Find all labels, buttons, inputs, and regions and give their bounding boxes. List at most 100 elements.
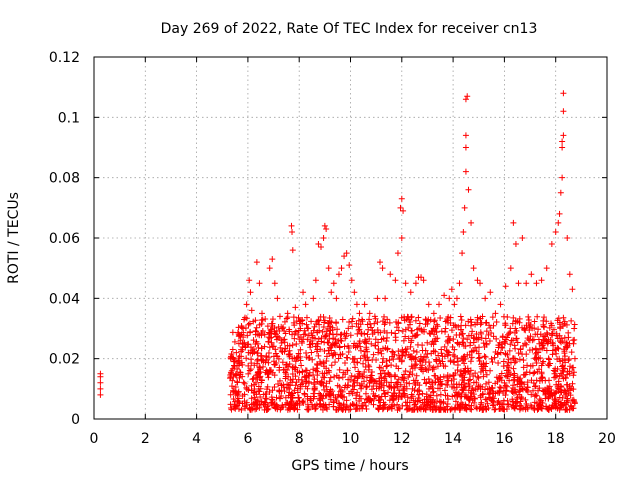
data-point xyxy=(512,241,519,248)
data-point xyxy=(489,397,496,404)
data-point xyxy=(486,337,493,344)
data-point xyxy=(399,346,406,353)
data-point xyxy=(562,388,569,395)
data-point xyxy=(425,301,432,308)
data-point xyxy=(282,369,289,376)
data-point xyxy=(299,369,306,376)
data-point xyxy=(419,342,426,349)
data-point xyxy=(319,370,326,377)
data-point xyxy=(402,326,409,333)
data-point xyxy=(291,387,298,394)
data-point xyxy=(254,349,261,356)
data-point xyxy=(374,319,381,326)
data-point xyxy=(356,397,363,404)
data-point xyxy=(297,346,304,353)
data-point xyxy=(384,406,391,413)
data-point xyxy=(395,348,402,355)
data-point xyxy=(552,373,559,380)
data-point xyxy=(433,328,440,335)
data-point xyxy=(452,322,459,329)
data-point xyxy=(436,406,443,413)
data-point xyxy=(424,339,431,346)
data-point xyxy=(266,344,273,351)
data-point xyxy=(356,382,363,389)
data-point xyxy=(285,405,292,412)
data-point xyxy=(316,358,323,365)
data-point xyxy=(566,340,573,347)
data-point xyxy=(494,399,501,406)
data-point xyxy=(456,391,463,398)
data-point xyxy=(517,345,524,352)
data-point xyxy=(540,332,547,339)
data-point xyxy=(364,354,371,361)
data-point xyxy=(507,359,514,366)
data-point xyxy=(264,371,271,378)
data-point xyxy=(570,405,577,412)
data-point xyxy=(387,271,394,278)
data-point xyxy=(446,373,453,380)
data-point xyxy=(549,340,556,347)
data-point xyxy=(238,348,245,355)
data-point xyxy=(255,344,262,351)
data-point xyxy=(310,366,317,373)
x-tick-label: 18 xyxy=(547,431,565,447)
data-point xyxy=(245,321,252,328)
data-point xyxy=(256,388,263,395)
data-point xyxy=(505,356,512,363)
data-point xyxy=(375,405,382,412)
data-point xyxy=(436,385,443,392)
data-point xyxy=(441,387,448,394)
data-point xyxy=(407,343,414,350)
data-point xyxy=(330,392,337,399)
data-point xyxy=(562,406,569,413)
data-point xyxy=(473,379,480,386)
data-point xyxy=(235,389,242,396)
data-point xyxy=(257,385,264,392)
data-point xyxy=(269,256,276,263)
data-point xyxy=(318,244,325,251)
data-point xyxy=(353,320,360,327)
data-point xyxy=(492,380,499,387)
data-point xyxy=(395,327,402,334)
data-point xyxy=(509,396,516,403)
data-point xyxy=(318,335,325,342)
data-point xyxy=(438,328,445,335)
data-point xyxy=(237,337,244,344)
data-point xyxy=(353,402,360,409)
data-point xyxy=(484,385,491,392)
data-point xyxy=(353,392,360,399)
data-point xyxy=(474,373,481,380)
data-point xyxy=(385,369,392,376)
data-point xyxy=(483,380,489,387)
data-point xyxy=(402,280,409,287)
data-point xyxy=(541,314,548,321)
data-point xyxy=(337,337,344,344)
data-point xyxy=(350,378,357,385)
data-point xyxy=(277,404,284,411)
data-point xyxy=(533,377,540,384)
data-point xyxy=(483,371,490,378)
data-point xyxy=(425,359,432,366)
data-point xyxy=(276,364,283,371)
data-point xyxy=(312,277,319,284)
data-point xyxy=(465,186,472,193)
data-point xyxy=(356,338,363,345)
data-point xyxy=(380,387,387,394)
data-point xyxy=(524,388,531,395)
data-point xyxy=(516,388,523,395)
data-point xyxy=(238,406,245,413)
data-point xyxy=(470,265,477,272)
data-point xyxy=(370,401,377,408)
data-point xyxy=(386,319,393,326)
data-point xyxy=(506,377,513,384)
data-point xyxy=(323,358,330,365)
data-point xyxy=(553,389,560,396)
data-point xyxy=(262,399,269,406)
data-point xyxy=(566,368,573,375)
data-point xyxy=(473,404,480,411)
data-point xyxy=(517,405,524,412)
data-point xyxy=(277,395,284,402)
data-point xyxy=(299,398,306,405)
data-point xyxy=(404,394,411,401)
data-point xyxy=(279,359,286,366)
